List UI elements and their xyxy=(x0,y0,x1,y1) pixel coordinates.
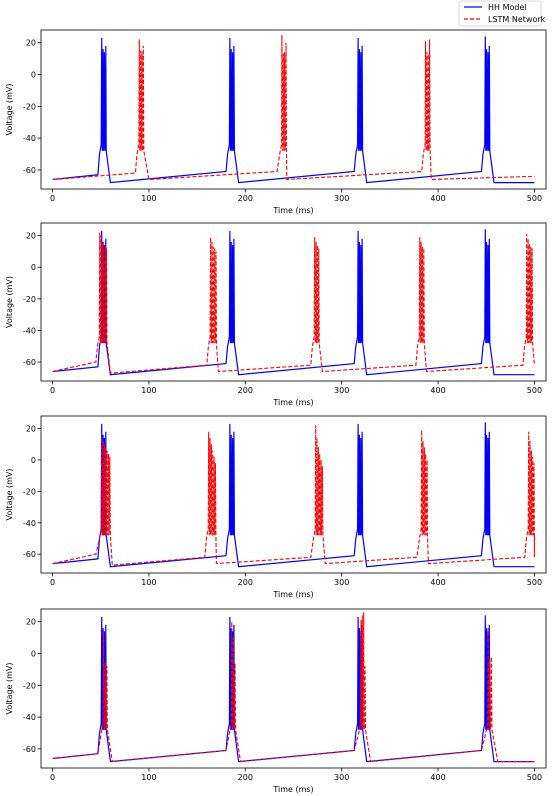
x-tick-label-0: 0 xyxy=(50,773,55,782)
lstm-network-line-4 xyxy=(52,612,535,763)
y-tick-label--60: -60 xyxy=(23,745,36,754)
axes-frame-4 xyxy=(40,608,547,769)
y-tick-label--20: -20 xyxy=(23,487,36,496)
hh-model-line-2 xyxy=(52,229,535,376)
y-tick-label--40: -40 xyxy=(23,713,36,722)
legend-lstm-label: LSTM Network xyxy=(488,15,546,24)
hh-model-line-4 xyxy=(52,615,535,763)
x-tick-label-300: 300 xyxy=(334,194,349,203)
x-axis-label-4: Time (ms) xyxy=(272,785,313,794)
y-tick-label--60: -60 xyxy=(23,166,36,175)
y-tick-label--60: -60 xyxy=(23,358,36,367)
x-tick-label-400: 400 xyxy=(430,194,445,203)
x-tick-label-0: 0 xyxy=(50,578,55,587)
x-tick-label-200: 200 xyxy=(238,194,253,203)
legend-hh-label: HH Model xyxy=(488,3,527,12)
axes-frame-2 xyxy=(40,222,547,382)
chart-panel-3: 0 100 200 300 400 500 -60 -40 -20 0 20 Time (ms) Vol… xyxy=(5,415,547,599)
y-axis-label-2: Voltage (mV) xyxy=(5,276,14,328)
x-tick-label-200: 200 xyxy=(238,578,253,587)
x-tick-label-300: 300 xyxy=(334,386,349,395)
y-tick-label--60: -60 xyxy=(23,550,36,559)
x-axis-label-2: Time (ms) xyxy=(272,398,313,407)
y-tick-label-0: 0 xyxy=(31,71,36,80)
y-tick-label-20: 20 xyxy=(26,39,36,48)
x-tick-label-100: 100 xyxy=(141,194,156,203)
y-tick-label--20: -20 xyxy=(23,681,36,690)
x-tick-label-400: 400 xyxy=(430,578,445,587)
x-tick-label-400: 400 xyxy=(430,773,445,782)
lstm-network-line-2 xyxy=(52,232,535,374)
x-tick-label-400: 400 xyxy=(430,386,445,395)
x-tick-label-300: 300 xyxy=(334,578,349,587)
x-axis-label-1: Time (ms) xyxy=(272,206,313,215)
y-tick-label-0: 0 xyxy=(31,263,36,272)
hh-model-line-3 xyxy=(52,422,535,568)
y-tick-label--40: -40 xyxy=(23,134,36,143)
y-tick-label-0: 0 xyxy=(31,456,36,465)
x-axis-label-3: Time (ms) xyxy=(272,590,313,599)
x-tick-label-500: 500 xyxy=(527,773,542,782)
x-tick-label-200: 200 xyxy=(238,386,253,395)
y-tick-label-0: 0 xyxy=(31,650,36,659)
y-tick-label--20: -20 xyxy=(23,102,36,111)
chart-panel-2: 0 100 200 300 400 500 -60 -40 -20 0 20 Time (ms) Vol… xyxy=(5,222,547,407)
axes-frame-1 xyxy=(40,29,547,190)
y-axis-label-1: Voltage (mV) xyxy=(5,83,14,135)
y-tick-label-20: 20 xyxy=(26,425,36,434)
x-tick-label-500: 500 xyxy=(527,194,542,203)
x-tick-label-200: 200 xyxy=(238,773,253,782)
x-tick-label-300: 300 xyxy=(334,773,349,782)
chart-panel-1: 0 100 200 300 400 500 -60 -40 -20 0 20 Time (ms) Vol… xyxy=(5,29,547,215)
legend: HH Model LSTM Network xyxy=(458,0,546,27)
y-tick-label--20: -20 xyxy=(23,295,36,304)
lstm-network-line-1 xyxy=(52,34,535,181)
x-tick-label-0: 0 xyxy=(50,386,55,395)
y-axis-label-4: Voltage (mV) xyxy=(5,662,14,714)
y-axis-label-3: Voltage (mV) xyxy=(5,468,14,520)
x-tick-label-0: 0 xyxy=(50,194,55,203)
y-tick-label-20: 20 xyxy=(26,232,36,241)
x-tick-label-500: 500 xyxy=(527,578,542,587)
x-tick-label-100: 100 xyxy=(141,386,156,395)
x-tick-label-100: 100 xyxy=(141,773,156,782)
y-tick-label--40: -40 xyxy=(23,519,36,528)
y-tick-label--40: -40 xyxy=(23,326,36,335)
x-tick-label-500: 500 xyxy=(527,386,542,395)
hh-model-line-1 xyxy=(52,36,535,184)
chart-panel-4: 0 100 200 300 400 500 -60 -40 -20 0 20 Time (ms) Vol… xyxy=(5,608,547,794)
lstm-network-line-3 xyxy=(52,425,536,566)
axes-frame-3 xyxy=(40,415,547,574)
y-tick-label-20: 20 xyxy=(26,618,36,627)
x-tick-label-100: 100 xyxy=(141,578,156,587)
